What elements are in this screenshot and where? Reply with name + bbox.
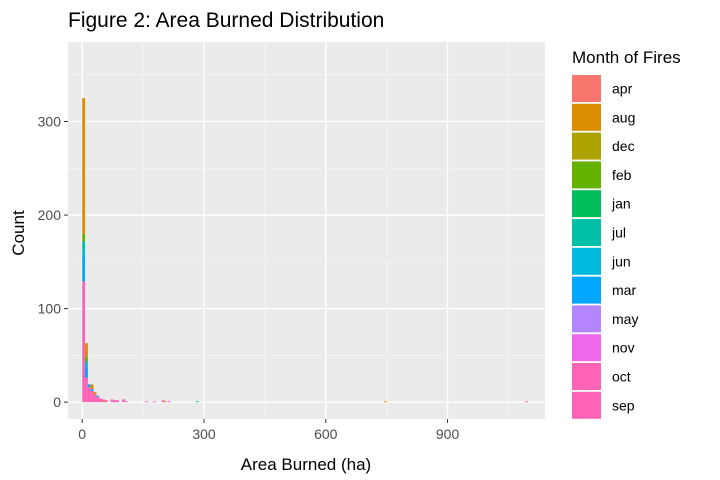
legend-label-jul: jul — [611, 225, 626, 241]
x-tick-label: 900 — [436, 426, 460, 442]
bar-aug — [82, 98, 86, 234]
legend-label-jun: jun — [611, 253, 631, 269]
legend-label-jan: jan — [611, 196, 631, 212]
bar-sep — [161, 400, 165, 403]
bar-aug — [85, 343, 88, 357]
legend-key-jul — [572, 219, 601, 246]
x-axis-ticks: 0 300 600 900 — [78, 419, 459, 442]
bar-jun — [82, 250, 86, 256]
bar-feb — [85, 356, 88, 361]
x-tick-label: 300 — [192, 426, 216, 442]
chart-title: Figure 2: Area Burned Distribution — [68, 9, 384, 32]
bar-sep — [525, 401, 528, 403]
bar-sep — [96, 396, 100, 403]
legend-key-mar — [572, 276, 601, 304]
bar-sep — [93, 394, 97, 403]
bar-sep — [121, 399, 125, 403]
bar-sep — [110, 399, 114, 403]
legend-key-may — [572, 305, 601, 333]
bar-sep — [145, 401, 148, 403]
bar-mar — [85, 366, 88, 378]
bar-sep — [116, 400, 120, 403]
bar-sep — [153, 401, 157, 403]
legend-label-may: may — [612, 311, 638, 327]
bar-sep — [90, 390, 94, 403]
legend-key-feb — [572, 161, 601, 189]
bar-jul — [195, 401, 199, 403]
minor-gridlines — [68, 42, 545, 419]
legend-title: Month of Fires — [572, 48, 681, 67]
major-gridlines — [68, 42, 545, 419]
y-tick-label: 200 — [38, 207, 62, 223]
x-tick-label: 600 — [314, 426, 338, 442]
legend-key-sep — [572, 391, 601, 419]
legend-key-apr — [572, 75, 601, 102]
x-tick-label: 0 — [78, 426, 86, 442]
bar-feb — [82, 233, 86, 242]
legend-key-jun — [572, 247, 601, 275]
bar-sep — [167, 401, 171, 403]
y-axis-label: Count — [9, 210, 28, 256]
y-axis-ticks: 0 100 200 300 — [38, 114, 68, 410]
bar-sep — [124, 401, 128, 403]
legend-label-apr: apr — [612, 81, 633, 97]
bar-jul — [82, 241, 86, 251]
bar-sep — [99, 398, 103, 403]
bar-sep — [113, 400, 117, 403]
bar-sep — [102, 399, 105, 403]
y-tick-label: 0 — [53, 394, 61, 410]
bar-aug — [383, 401, 387, 403]
bar-aug — [93, 391, 97, 395]
legend-key-jan — [572, 190, 601, 218]
histogram-bars — [82, 98, 528, 403]
legend-key-nov — [572, 334, 601, 362]
bar-aug — [163, 401, 167, 403]
bar-aug — [90, 384, 94, 390]
bar-mar — [87, 384, 91, 388]
bar-jun — [85, 363, 88, 367]
bar-mar — [90, 389, 94, 391]
legend-key-dec — [572, 132, 601, 160]
y-tick-label: 100 — [38, 301, 62, 317]
legend-label-feb: feb — [612, 167, 632, 183]
bar-sep — [87, 387, 91, 403]
legend-key-aug — [572, 103, 601, 131]
legend-items: apr aug dec feb jan jul jun mar may nov oct sep — [572, 75, 638, 419]
bar-jul — [85, 361, 88, 364]
bar-mar — [82, 255, 86, 282]
legend-label-dec: dec — [612, 138, 635, 154]
legend-label-sep: sep — [612, 397, 635, 413]
legend-label-mar: mar — [612, 282, 636, 298]
bar-sep — [85, 377, 88, 403]
legend-key-oct — [572, 363, 601, 390]
y-tick-label: 300 — [38, 114, 62, 130]
legend-label-oct: oct — [612, 369, 631, 385]
legend: Month of Fires apr aug dec feb jan jul jun mar m… — [572, 48, 681, 419]
bar-mar — [96, 395, 100, 397]
bar-sep — [82, 281, 86, 403]
plot-panel — [68, 42, 545, 419]
bar-sep — [104, 400, 108, 403]
legend-label-nov: nov — [612, 340, 635, 356]
x-axis-label: Area Burned (ha) — [241, 455, 371, 474]
legend-label-aug: aug — [612, 109, 635, 125]
bar-aug — [102, 401, 106, 403]
